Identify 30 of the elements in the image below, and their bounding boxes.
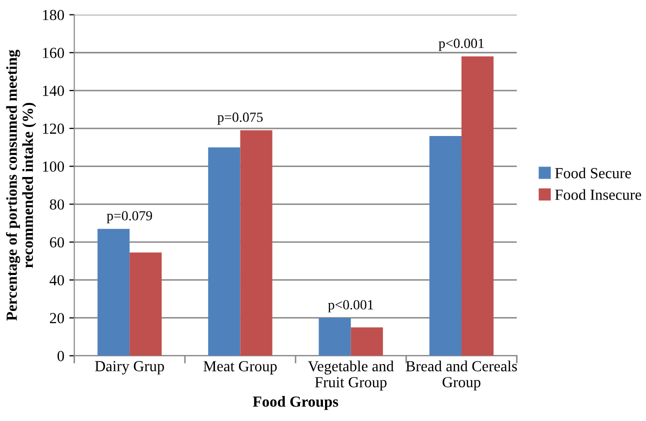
bar <box>429 136 462 356</box>
y-tick-label: 120 <box>42 124 64 134</box>
bar <box>350 327 383 356</box>
y-tick-label: 60 <box>50 237 64 248</box>
x-axis-title: Food Groups <box>252 396 338 410</box>
bar <box>461 56 494 356</box>
y-tick-label: 100 <box>42 161 64 172</box>
y-axis-title: Percentage of portions consumed meeting recommended intake (%) <box>6 50 36 321</box>
annotation: p=0.075 <box>217 112 263 125</box>
y-tick-label: 160 <box>42 48 64 58</box>
bar <box>208 147 240 356</box>
x-tick-label: Meat Group <box>204 361 277 374</box>
annotation: p<0.001 <box>438 38 484 51</box>
y-tick-label: 80 <box>50 199 64 210</box>
y-tick-label: 140 <box>42 86 64 96</box>
bar <box>240 130 272 356</box>
x-tick-label: Dairy Grup <box>95 361 164 374</box>
annotation: p=0.079 <box>106 211 152 224</box>
bar <box>318 318 351 356</box>
legend-label: Food Secure <box>555 168 631 178</box>
x-tick-label: Vegetable and Fruit Group <box>308 360 394 390</box>
bar <box>130 252 162 356</box>
y-tick-label: 40 <box>50 275 64 286</box>
y-tick-label: 180 <box>42 10 64 20</box>
x-tick-label: Bread and Cereals Group <box>406 360 517 390</box>
bar <box>98 228 130 356</box>
legend-label: Food Insecure <box>555 189 642 200</box>
annotation: p<0.001 <box>328 300 374 312</box>
y-tick-label: 20 <box>50 312 64 324</box>
y-tick-label: 0 <box>58 350 64 362</box>
